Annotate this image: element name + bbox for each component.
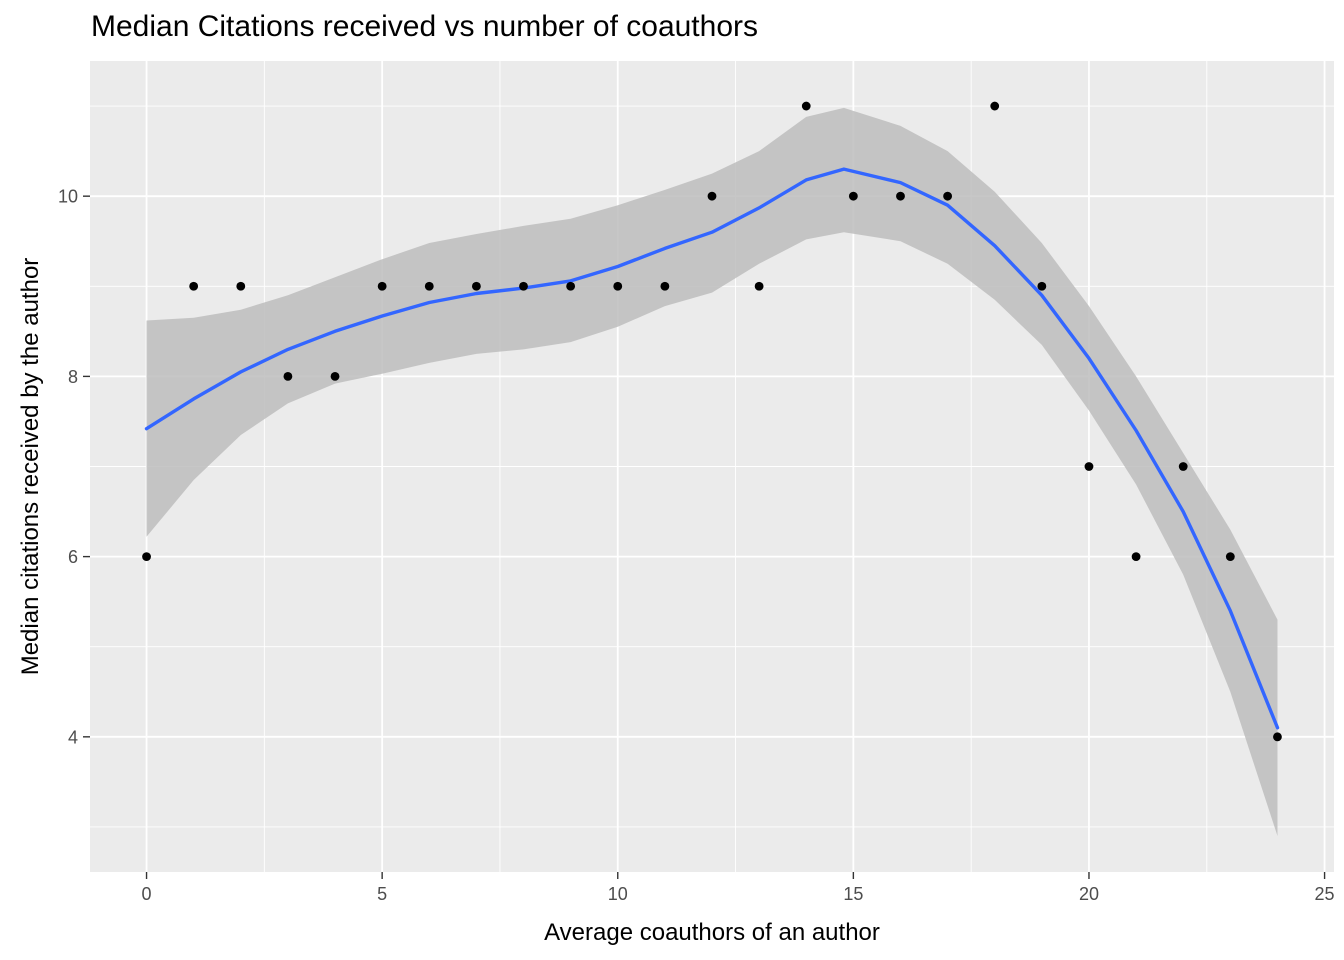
x-tick-label: 20 — [1079, 884, 1099, 904]
data-point — [519, 281, 528, 291]
data-point — [189, 281, 199, 291]
data-point — [1084, 462, 1094, 471]
y-tick-label: 8 — [68, 367, 78, 387]
x-tick-label: 10 — [608, 884, 628, 904]
data-point — [377, 281, 387, 291]
x-tick-label: 25 — [1315, 884, 1335, 904]
data-point — [471, 281, 481, 291]
data-point — [848, 191, 858, 201]
data-point — [707, 191, 717, 201]
x-tick-label: 15 — [843, 884, 863, 904]
data-point — [896, 191, 905, 201]
data-point — [142, 552, 151, 562]
smooth-trend-line — [144, 167, 1280, 730]
data-point — [566, 281, 576, 291]
data-point — [754, 281, 764, 291]
data-point — [330, 371, 340, 381]
data-point — [1037, 281, 1047, 291]
x-axis-title: Average coauthors of an author — [544, 919, 880, 946]
x-tick-label: 0 — [142, 884, 152, 904]
x-tick-label: 5 — [377, 884, 387, 904]
data-point — [1131, 552, 1141, 562]
data-point — [801, 101, 811, 111]
data-point — [236, 281, 246, 291]
data-point — [990, 101, 1000, 111]
y-tick-label: 4 — [68, 727, 78, 747]
data-point — [1225, 552, 1235, 562]
y-axis-title: Median citations received by the author — [17, 258, 44, 676]
axis-tick-labels: 0 5 10 15 20 25 4 6 8 10 — [58, 187, 1335, 904]
y-tick-label: 10 — [58, 187, 78, 207]
data-point — [613, 281, 623, 291]
data-point — [660, 281, 670, 291]
data-point — [1273, 732, 1282, 742]
axis-ticks — [83, 195, 1326, 879]
data-point — [943, 191, 953, 201]
y-tick-label: 6 — [68, 547, 78, 567]
data-point — [424, 281, 434, 291]
chart-title: Median Citations received vs number of c… — [91, 10, 759, 43]
data-point — [1178, 462, 1188, 471]
data-point — [283, 371, 293, 381]
data-points — [142, 101, 1282, 742]
